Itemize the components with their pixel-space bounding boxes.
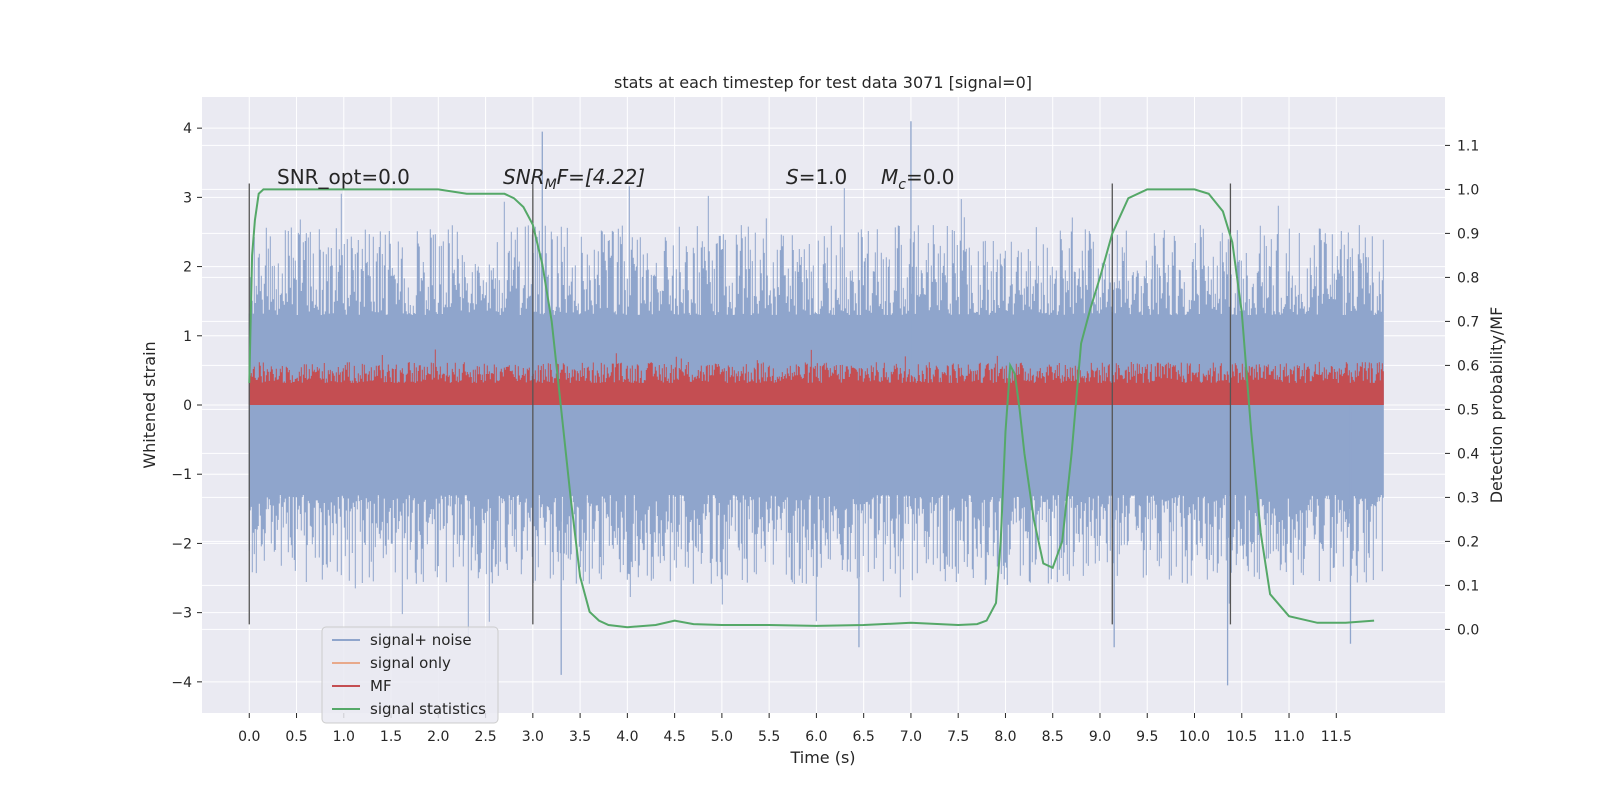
x-tick-label: 9.0 [1089, 729, 1111, 745]
legend: signal+ noise signal only MF signal statist… [321, 626, 499, 724]
y2-tick-label: 0.7 [1457, 314, 1479, 330]
chart-title: stats at each timestep for test data 307… [614, 73, 1032, 92]
vertical-markers [248, 183, 1232, 625]
legend-label: signal statistics [370, 700, 486, 718]
y-tick-labels: 4 3 2 1 0 −1 −2 −3 −4 [171, 121, 202, 691]
y2-tick-labels: 1.1 1.0 0.9 0.8 0.7 0.6 0.5 0.4 0.3 0.2 0.1 0.0 [1445, 138, 1479, 638]
annotations: SNR_opt=0.0 SNRMF=[4.22] S=1.0 Mc=0.0 [277, 165, 955, 193]
legend-label: MF [370, 677, 392, 695]
x-tick-label: 0.0 [238, 729, 260, 745]
x-axis-label: Time (s) [789, 748, 855, 767]
y2-axis-label: Detection probability/MF [1487, 307, 1506, 504]
x-tick-label: 6.0 [805, 729, 827, 745]
x-tick-label: 3.0 [522, 729, 544, 745]
y2-tick-label: 0.2 [1457, 534, 1479, 550]
x-tick-label: 5.5 [758, 729, 780, 745]
y2-tick-label: 0.9 [1457, 226, 1479, 242]
legend-box [321, 626, 499, 724]
y-tick-label: −1 [171, 467, 192, 483]
annotation-snr-mf: SNRMF=[4.22] [503, 165, 645, 193]
y2-tick-label: 0.4 [1457, 446, 1479, 462]
annotation-s-symbol: S [786, 165, 799, 189]
y2-tick-label: 0.0 [1457, 622, 1479, 638]
legend-items: signal+ noise signal only MF signal statist… [332, 631, 486, 718]
annotation-snr-mf-symbol: SNR [503, 165, 545, 189]
annotation-mc-sub: c [898, 177, 906, 193]
annotation-snr-opt: SNR_opt=0.0 [277, 165, 410, 189]
x-tick-label: 2.5 [474, 729, 496, 745]
x-tick-label: 4.0 [616, 729, 638, 745]
annotation-mc: Mc=0.0 [881, 165, 955, 193]
y-tick-label: −3 [171, 606, 192, 622]
annotation-snr-mf-f: F=[4.22] [557, 165, 645, 189]
annotation-mc-symbol: M [881, 165, 898, 189]
x-tick-label: 6.5 [853, 729, 875, 745]
signal-statistics-line [248, 188, 1375, 629]
x-tick-label: 1.5 [380, 729, 402, 745]
y-tick-label: 4 [183, 121, 192, 137]
x-tick-label: 10.5 [1226, 729, 1257, 745]
legend-label: signal+ noise [370, 631, 472, 649]
y-tick-label: −2 [171, 536, 192, 552]
x-tick-labels: 0.0 0.5 1.0 1.5 2.0 2.5 3.0 3.5 4.0 4.5 5.0 5.5 6.0 6… [238, 713, 1352, 745]
x-tick-label: 7.5 [947, 729, 969, 745]
annotation-mc-value: =0.0 [906, 165, 955, 189]
y-tick-label: −4 [171, 675, 192, 691]
y-tick-label: 0 [183, 398, 192, 414]
y2-tick-label: 1.1 [1457, 138, 1479, 154]
x-tick-label: 9.5 [1136, 729, 1158, 745]
y2-tick-label: 0.8 [1457, 270, 1479, 286]
y-axis-label: Whitened strain [140, 341, 159, 468]
annotation-snr-mf-sub: M [545, 177, 557, 193]
x-tick-label: 2.0 [427, 729, 449, 745]
x-tick-label: 1.0 [333, 729, 355, 745]
y2-tick-label: 0.5 [1457, 402, 1479, 418]
legend-label: signal only [370, 654, 451, 672]
x-tick-label: 11.0 [1273, 729, 1304, 745]
annotation-s-value: =1.0 [799, 165, 848, 189]
annotation-s: S=1.0 [786, 165, 847, 189]
x-tick-label: 8.5 [1042, 729, 1064, 745]
x-tick-label: 10.0 [1179, 729, 1210, 745]
x-tick-label: 3.5 [569, 729, 591, 745]
signal-statistics-series [248, 188, 1375, 629]
x-tick-label: 8.0 [994, 729, 1016, 745]
y-tick-label: 1 [183, 329, 192, 345]
y-tick-label: 3 [183, 190, 192, 206]
y2-tick-label: 1.0 [1457, 182, 1479, 198]
x-tick-label: 7.0 [900, 729, 922, 745]
x-tick-label: 5.0 [711, 729, 733, 745]
y2-tick-label: 0.6 [1457, 358, 1479, 374]
y2-tick-label: 0.3 [1457, 490, 1479, 506]
y2-tick-label: 0.1 [1457, 578, 1479, 594]
x-tick-label: 11.5 [1321, 729, 1352, 745]
x-tick-label: 4.5 [663, 729, 685, 745]
y-tick-label: 2 [183, 260, 192, 276]
x-tick-label: 0.5 [285, 729, 307, 745]
